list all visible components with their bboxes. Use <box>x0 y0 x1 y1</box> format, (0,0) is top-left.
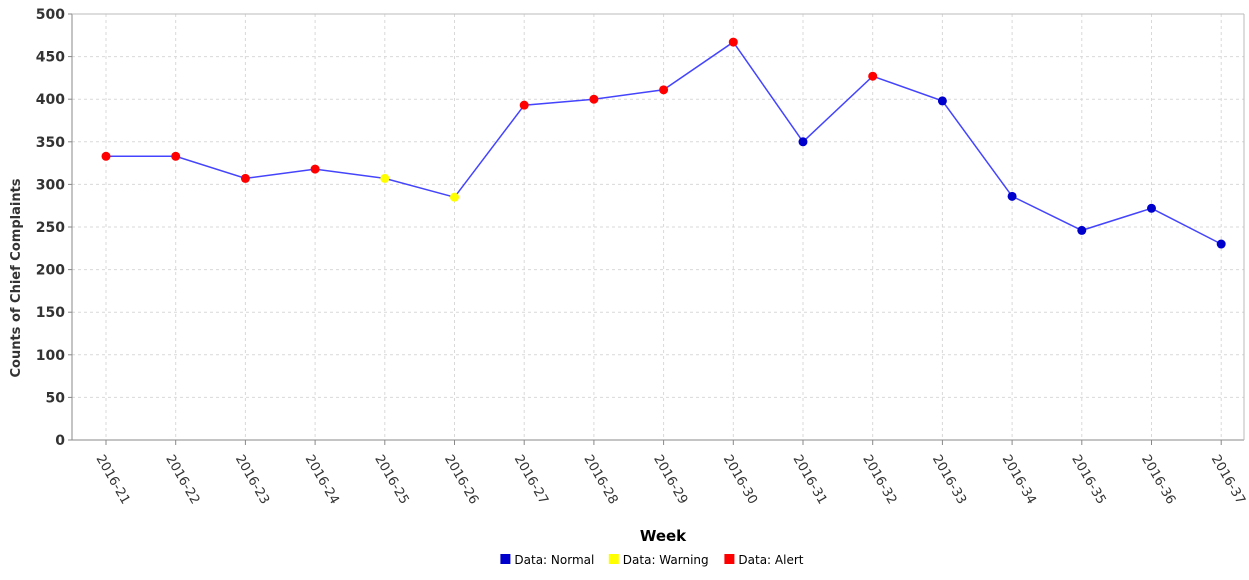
legend-label: Data: Warning <box>623 553 709 567</box>
data-point <box>380 173 390 183</box>
data-point <box>101 151 111 161</box>
x-tick-label: 2016-33 <box>929 453 969 508</box>
x-tick-label: 2016-32 <box>859 453 899 508</box>
data-point <box>519 100 529 110</box>
x-tick-label: 2016-31 <box>790 453 830 508</box>
x-tick-label: 2016-27 <box>511 453 551 508</box>
grid <box>72 13 1244 440</box>
x-tick-label: 2016-34 <box>999 453 1039 508</box>
data-point <box>798 137 808 147</box>
x-tick-label: 2016-36 <box>1138 453 1178 508</box>
y-tick-label: 350 <box>36 135 65 151</box>
y-tick-label: 500 <box>36 7 65 23</box>
x-axis-ticks: 2016-21 2016-22 2016-23 2016-24 2016-25 2016-… <box>93 440 1248 507</box>
x-tick-label: 2016-25 <box>371 453 411 508</box>
data-point <box>659 85 669 95</box>
y-tick-label: 150 <box>36 305 65 321</box>
x-axis-label: Week <box>640 527 687 545</box>
y-tick-label: 100 <box>36 348 65 364</box>
y-tick-label: 250 <box>36 220 65 236</box>
y-axis-label: Counts of Chief Complaints <box>9 178 24 377</box>
data-point <box>868 71 878 81</box>
y-tick-label: 50 <box>46 390 66 406</box>
x-tick-label: 2016-23 <box>232 453 272 508</box>
x-tick-label: 2016-37 <box>1208 453 1248 508</box>
data-point <box>171 151 181 161</box>
legend: Data: Normal Data: Warning Data: Alert <box>500 553 804 567</box>
data-point <box>1216 239 1226 249</box>
y-tick-label: 200 <box>36 263 65 279</box>
data-point <box>1007 191 1017 201</box>
data-point <box>1077 225 1087 235</box>
legend-swatch <box>608 554 619 564</box>
legend-label: Data: Normal <box>514 553 594 567</box>
data-point <box>240 173 250 183</box>
x-tick-label: 2016-29 <box>650 453 690 508</box>
y-tick-label: 300 <box>36 177 65 193</box>
y-axis-ticks: 0 50 100 150 200 250 300 350 400 450 500 <box>36 7 72 449</box>
y-tick-label: 0 <box>55 433 65 449</box>
y-tick-label: 450 <box>36 50 65 66</box>
x-tick-label: 2016-21 <box>93 453 133 508</box>
y-tick-label: 400 <box>36 92 65 108</box>
data-point <box>450 192 459 202</box>
data-point <box>728 37 738 47</box>
x-tick-label: 2016-30 <box>720 453 760 508</box>
data-point <box>937 96 947 106</box>
data-point <box>310 164 320 174</box>
x-tick-label: 2016-24 <box>302 453 342 508</box>
legend-swatch <box>724 554 735 564</box>
x-tick-label: 2016-28 <box>580 453 620 508</box>
legend-swatch <box>500 554 511 564</box>
data-point <box>589 94 599 104</box>
legend-label: Data: Alert <box>738 553 803 567</box>
x-tick-label: 2016-26 <box>441 453 481 508</box>
data-point <box>1147 203 1156 213</box>
data-points <box>101 37 1226 249</box>
x-tick-label: 2016-22 <box>162 453 202 508</box>
x-tick-label: 2016-35 <box>1068 453 1108 508</box>
